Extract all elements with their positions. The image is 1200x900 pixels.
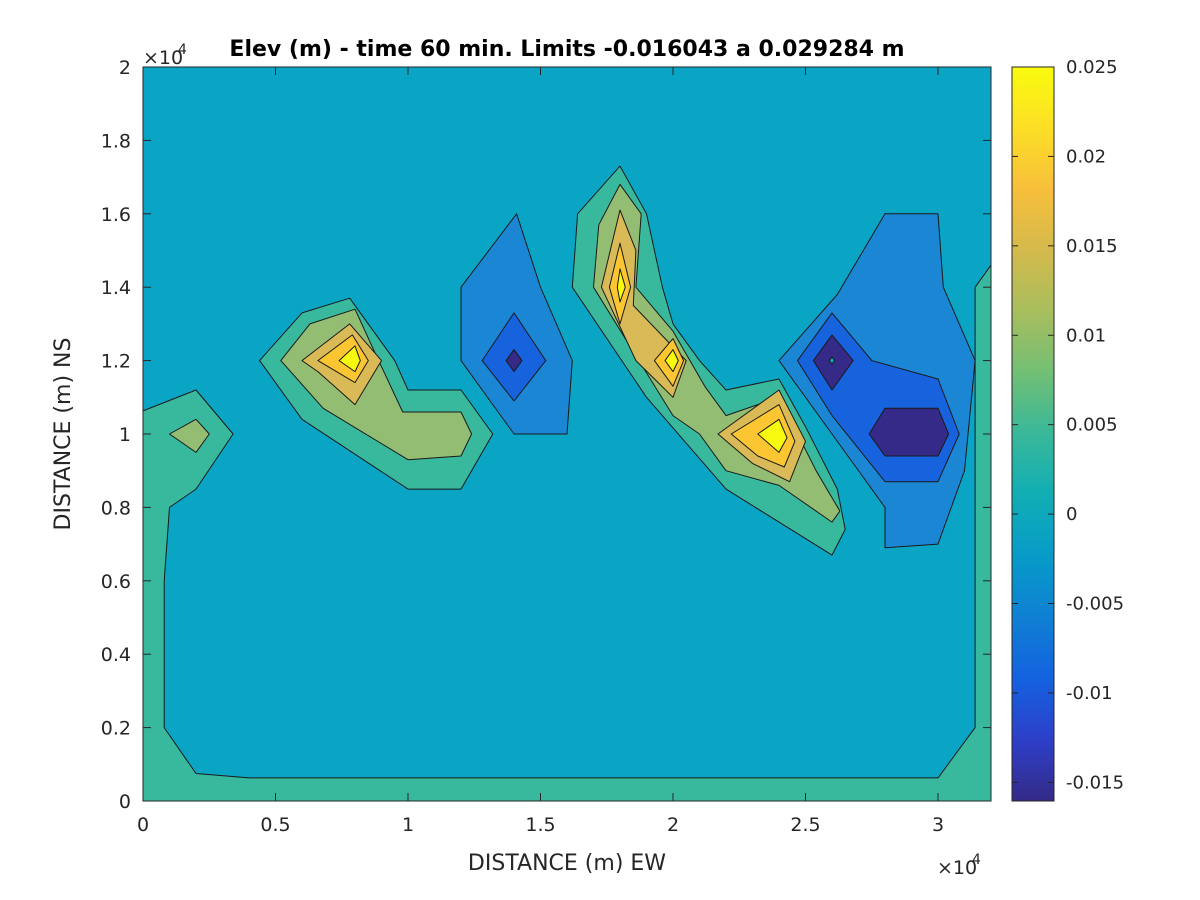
colorbar-tick-label: 0.025 [1066, 57, 1118, 78]
colorbar-tick-label: -0.005 [1066, 594, 1124, 615]
y-tick-label: 1 [119, 424, 131, 446]
y-axis-exponent: ×10 4 [143, 42, 187, 69]
x-tick-label: 3 [932, 814, 944, 836]
x-axis-exponent: ×10 4 [937, 852, 981, 879]
y-exponent-power: 4 [178, 42, 187, 58]
x-axis-label: DISTANCE (m) EW [468, 851, 666, 876]
colorbar: -0.015 -0.01 -0.005 0 0.005 0.01 0.015 0.02 0.02… [1011, 57, 1124, 802]
y-tick-label: 1.4 [101, 277, 131, 299]
contour-region-neg4 [868, 407, 950, 457]
x-tick-label: 2.5 [790, 814, 820, 836]
contour-region-neg1 [828, 356, 836, 365]
y-axis: 0 0.2 0.4 0.6 0.8 1 1.2 1.4 1.6 1.8 2 [101, 57, 991, 813]
contour-region-l4 [664, 349, 679, 373]
colorbar-tick-label: 0.01 [1066, 325, 1106, 346]
y-tick-label: 2 [119, 57, 131, 79]
colorbar-tick-label: 0.02 [1066, 146, 1106, 167]
contour-region-l1 [169, 418, 210, 453]
y-tick-label: 0.6 [101, 571, 131, 593]
y-tick-label: 0 [119, 791, 131, 813]
y-axis-label: DISTANCE (m) NS [51, 338, 76, 531]
colorbar-tick-label: -0.01 [1066, 683, 1113, 704]
colorbar-gradient [1011, 66, 1055, 802]
x-exponent-base: ×10 [937, 857, 977, 879]
y-tick-label: 1.8 [101, 130, 131, 152]
colorbar-tick-label: 0.015 [1066, 236, 1118, 257]
contour-region-l4 [757, 418, 788, 453]
contour-region-l4 [338, 345, 361, 373]
y-tick-label: 0.4 [101, 644, 131, 666]
y-tick-label: 0.8 [101, 497, 131, 519]
y-tick-label: 1.6 [101, 204, 131, 226]
contour-region-l4 [616, 268, 626, 303]
x-tick-label: 2 [667, 814, 679, 836]
y-tick-label: 0.2 [101, 718, 131, 740]
x-tick-label: 1 [402, 814, 414, 836]
y-exponent-base: ×10 [143, 47, 183, 69]
colorbar-tick-label: 0 [1066, 504, 1077, 525]
x-axis: 0 0.5 1 1.5 2 2.5 3 [137, 67, 944, 836]
colorbar-tick-label: 0.005 [1066, 415, 1118, 436]
x-exponent-power: 4 [972, 852, 981, 868]
chart-title: Elev (m) - time 60 min. Limits -0.016043… [229, 37, 904, 62]
x-tick-label: 0 [137, 814, 149, 836]
contour-plot-area [142, 67, 992, 802]
colorbar-tick-label: -0.015 [1066, 772, 1124, 793]
x-tick-label: 1.5 [525, 814, 555, 836]
x-tick-label: 0.5 [260, 814, 290, 836]
contour-region-neg4 [505, 349, 523, 373]
y-tick-label: 1.2 [101, 351, 131, 373]
